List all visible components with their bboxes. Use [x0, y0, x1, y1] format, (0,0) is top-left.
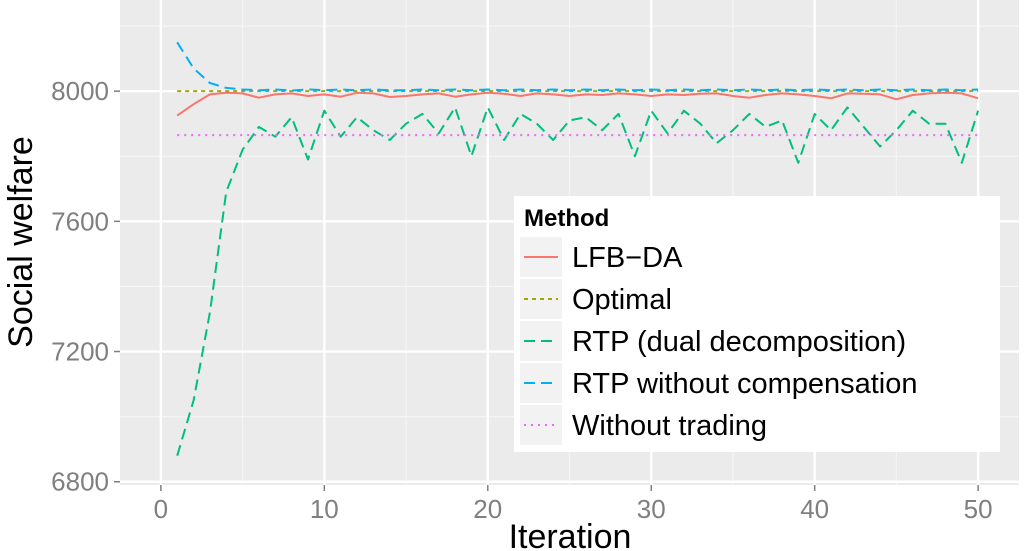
series-line-3: [176, 106, 980, 456]
legend-background: [514, 196, 1000, 452]
legend-entries: LFB−DA Optimal RTP (dual decomposition) RTP…: [520, 237, 918, 445]
x-tick-label: 30: [637, 494, 666, 524]
series-layer: [176, 41, 980, 456]
legend-label: RTP without compensation: [572, 368, 918, 400]
x-axis-title: Iteration: [509, 518, 632, 551]
legend-title: Method: [524, 205, 609, 232]
y-axis-title: Social welfare: [2, 136, 40, 348]
series-line-1: [176, 91, 979, 117]
x-tick-label: 20: [473, 494, 502, 524]
x-axis: 0 10 20 30 40 50: [154, 485, 993, 524]
x-tick-label: 0: [154, 494, 168, 524]
x-tick-label: 10: [310, 494, 339, 524]
x-tick-label: 40: [800, 494, 829, 524]
series-line-4: [176, 41, 979, 92]
legend-label: Optimal: [572, 284, 672, 316]
legend-label: RTP (dual decomposition): [572, 326, 906, 358]
y-tick-label: 7200: [51, 337, 109, 367]
y-axis: 6800 7200 7600 8000: [51, 76, 120, 497]
legend-label: LFB−DA: [572, 242, 683, 274]
y-tick-label: 6800: [51, 467, 109, 497]
x-tick-label: 50: [964, 494, 993, 524]
legend-label: Without trading: [572, 410, 767, 442]
legend-key: [520, 405, 562, 445]
y-tick-label: 8000: [51, 76, 109, 106]
y-tick-label: 7600: [51, 206, 109, 236]
legend: Method LFB−DA Optimal RTP (dual decomposit…: [514, 196, 1000, 452]
